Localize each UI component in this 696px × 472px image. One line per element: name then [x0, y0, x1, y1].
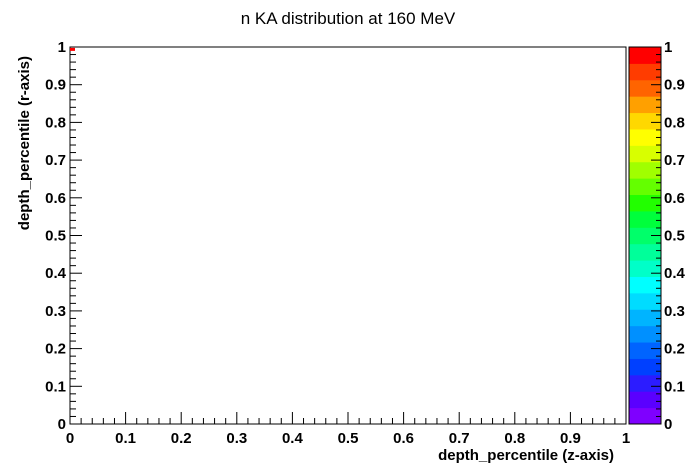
- color-scale-segment: [629, 292, 661, 310]
- color-scale-tick-label: 0.5: [664, 228, 685, 245]
- x-tick-label: 0.4: [282, 430, 304, 447]
- x-tick-label: 0.9: [560, 430, 581, 447]
- x-tick-label: 0: [66, 430, 74, 447]
- y-tick-label: 0.9: [45, 77, 66, 94]
- color-scale-tick-label: 0.3: [664, 303, 685, 320]
- color-scale-tick-label: 0.9: [664, 77, 685, 94]
- color-scale-bar: [628, 46, 662, 425]
- color-scale-tick-label: 0.4: [664, 265, 686, 282]
- color-scale-segment: [629, 128, 661, 146]
- color-scale-segment: [629, 276, 661, 294]
- color-scale-segment: [629, 161, 661, 179]
- y-tick-label: 0.3: [45, 303, 66, 320]
- x-tick-label: 0.1: [115, 430, 136, 447]
- color-scale-segment: [629, 374, 661, 392]
- chart-title: n KA distribution at 160 MeV: [241, 9, 456, 28]
- y-tick-label: 0.7: [45, 152, 66, 169]
- plot-frame: [69, 46, 627, 425]
- x-tick-label: 0.3: [226, 430, 247, 447]
- color-scale-tick-label: 0: [664, 416, 672, 433]
- color-scale-tick-label: 0.8: [664, 114, 685, 131]
- heatmap-cell-0: [70, 47, 75, 51]
- color-scale-segment: [629, 227, 661, 245]
- color-scale-segment: [629, 145, 661, 163]
- color-scale-segment: [629, 260, 661, 277]
- color-scale-segment: [629, 96, 661, 114]
- y-tick-label: 0.2: [45, 341, 66, 358]
- y-axis-label: depth_percentile (r-axis): [16, 56, 33, 230]
- y-tick-label: 0.4: [45, 265, 67, 282]
- color-scale-segment: [629, 63, 661, 81]
- x-tick-label: 1: [622, 430, 630, 447]
- x-tick-label: 0.7: [449, 430, 470, 447]
- y-tick-label: 1: [58, 39, 66, 56]
- x-tick-label: 0.2: [171, 430, 192, 447]
- color-scale-segment: [629, 407, 661, 425]
- color-scale-segment: [629, 178, 661, 196]
- color-scale-segment: [629, 358, 661, 376]
- x-axis-label: depth_percentile (z-axis): [438, 447, 614, 464]
- color-scale-tick-label: 0.2: [664, 341, 685, 358]
- x-tick-label: 0.5: [338, 430, 359, 447]
- y-tick-label: 0.1: [45, 378, 66, 395]
- y-tick-label: 0.5: [45, 228, 66, 245]
- x-tick-label: 0.8: [504, 430, 525, 447]
- x-tick-label: 0.6: [393, 430, 414, 447]
- color-scale-tick-label: 0.6: [664, 190, 685, 207]
- color-scale-segment: [629, 112, 661, 130]
- color-scale-tick-label: 1: [664, 39, 672, 56]
- y-tick-label: 0.6: [45, 190, 66, 207]
- color-scale-tick-label: 0.1: [664, 378, 685, 395]
- color-scale-ticks: 0 0.1 0.2 0.3 0.4 0.5 0.6 0.7 0.8 0.9 1: [651, 39, 686, 433]
- y-axis-ticks: 0 0.1 0.2 0.3 0.4 0.5 0.6 0.7 0.8 0.9 1: [45, 39, 82, 433]
- color-scale-segment: [629, 194, 661, 212]
- y-tick-label: 0.8: [45, 114, 66, 131]
- color-scale-segment: [629, 325, 661, 343]
- color-scale-segment: [629, 243, 661, 261]
- x-axis-ticks: 0 0.1 0.2 0.3 0.4 0.5 0.6 0.7 0.8 0.9 1: [66, 412, 630, 447]
- color-scale-tick-label: 0.7: [664, 152, 685, 169]
- y-tick-label: 0: [58, 416, 66, 433]
- color-scale-segment: [629, 210, 661, 228]
- color-scale-segment: [629, 342, 661, 359]
- data-cells: [70, 47, 75, 51]
- color-scale-segment: [629, 79, 661, 97]
- color-scale-segment: [629, 47, 661, 64]
- color-scale-segment: [629, 309, 661, 327]
- color-scale-segment: [629, 391, 661, 409]
